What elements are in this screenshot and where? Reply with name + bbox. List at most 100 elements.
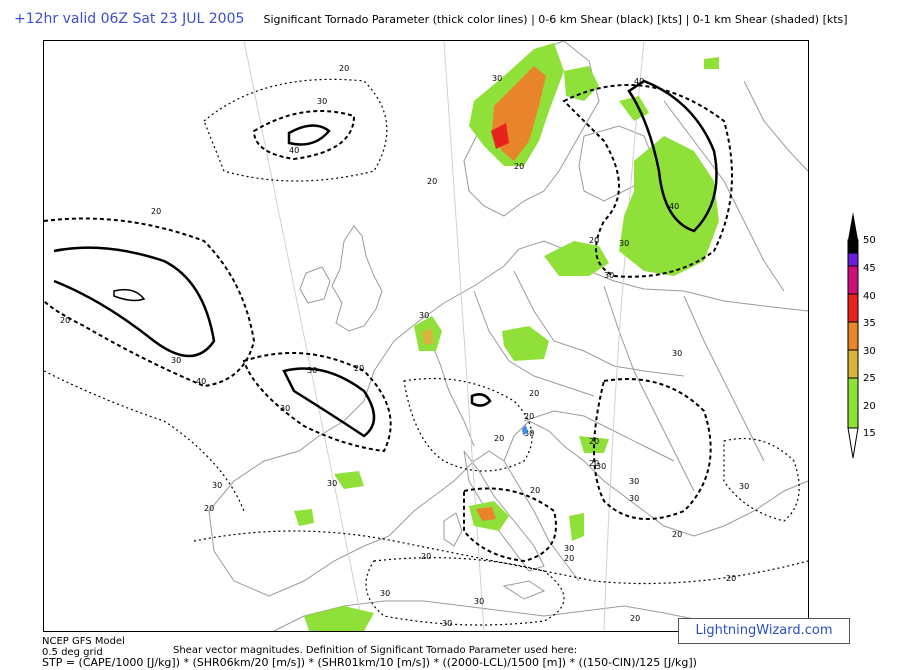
contour-label: 30 — [442, 619, 452, 628]
contour-east-30 — [723, 437, 800, 522]
legend-swatch-50 — [847, 239, 859, 254]
legend-label-20: 20 — [863, 401, 876, 412]
legend-swatch-20 — [847, 377, 859, 429]
contour-balkan-30 — [593, 378, 712, 520]
contour-label: 30 — [629, 477, 639, 486]
contour-biscay-40 — [282, 367, 376, 438]
contour-label: 20 — [726, 574, 736, 583]
contour-label: 20 — [589, 459, 599, 468]
contour-atlantic-30 — [44, 217, 256, 388]
contour-label: 20 — [564, 554, 574, 563]
legend-swatch-25 — [847, 349, 859, 379]
contour-label: 30 — [280, 404, 290, 413]
contour-label: 30 — [629, 494, 639, 503]
legend-bottom-cap — [847, 427, 859, 459]
shade-italy-core — [476, 507, 496, 521]
contour-label: 20 — [589, 236, 599, 245]
shade-greece — [569, 513, 584, 541]
contour-label: 40 — [289, 146, 299, 155]
shade-scandinavia-max — [491, 123, 509, 149]
contour-label: 20 — [354, 364, 364, 373]
legend-swatch-45 — [847, 252, 859, 267]
contour-label: 30 — [564, 544, 574, 553]
contour-south-20 — [193, 530, 808, 585]
contour-label: 30 — [380, 589, 390, 598]
legend-label-25: 25 — [863, 373, 876, 384]
contour-label: 30 — [524, 429, 534, 438]
contour-label: 30 — [596, 462, 606, 471]
contour-atlantic-inner — [113, 288, 146, 302]
contour-label: 30 — [492, 74, 502, 83]
contour-label: 40 — [634, 77, 644, 86]
contour-russia-30 — [562, 84, 733, 278]
contour-label: 20 — [672, 530, 682, 539]
contour-central-40 — [470, 393, 492, 407]
shade-iberia-2 — [334, 471, 364, 489]
contour-label: 20 — [630, 614, 640, 623]
map-canvas: 20 30 40 30 20 20 30 40 20 30 20 30 40 2… — [44, 41, 808, 631]
shade-baltic — [544, 241, 609, 276]
contour-label: 40 — [196, 377, 206, 386]
legend-label-30: 30 — [863, 346, 876, 357]
contour-label: 30 — [317, 97, 327, 106]
shade-far-ne — [704, 57, 719, 69]
contour-north-40 — [287, 124, 331, 146]
contour-label: 30 — [171, 356, 181, 365]
legend-top-cap — [848, 212, 858, 240]
footer-shear-note: Shear vector magnitudes. Definition of S… — [173, 645, 578, 656]
contour-label: 20 — [60, 316, 70, 325]
legend-label-15: 15 — [863, 428, 876, 439]
contour-label: 30 — [604, 271, 614, 280]
weather-map[interactable]: 20 30 40 30 20 20 30 40 20 30 20 30 40 2… — [43, 40, 809, 632]
footer-formula: STP = (CAPE/1000 [J/kg]) * (SHR06km/20 [… — [42, 656, 697, 669]
map-description: Significant Tornado Parameter (thick col… — [263, 13, 848, 26]
contour-label: 30 — [739, 482, 749, 491]
shear-shading — [294, 43, 719, 631]
legend-colorbar: 50 45 40 35 30 25 20 15 — [847, 212, 876, 459]
shade-north-russia — [564, 66, 599, 101]
contour-label: 30 — [672, 349, 682, 358]
legend-swatch-40 — [847, 265, 859, 295]
contour-central-30 — [403, 377, 533, 472]
legend-swatch-35 — [847, 293, 859, 323]
contour-label: 20 — [204, 504, 214, 513]
contour-label: 20 — [524, 412, 534, 421]
shade-balkans — [502, 326, 549, 361]
legend-label-45: 45 — [863, 263, 876, 274]
shade-africa — [304, 606, 374, 631]
shear-contours — [44, 78, 808, 626]
valid-time: +12hr valid 06Z Sat 23 JUL 2005 — [14, 11, 245, 27]
contour-label: 20 — [151, 207, 161, 216]
legend-label-35: 35 — [863, 318, 876, 329]
map-header: +12hr valid 06Z Sat 23 JUL 2005 Signific… — [14, 8, 848, 27]
contour-atlantic-40 — [53, 246, 216, 358]
contour-label: 20 — [339, 64, 349, 73]
contour-label-group: 20 30 40 30 20 20 30 40 20 30 20 30 40 2… — [60, 64, 749, 628]
legend-label-40: 40 — [863, 291, 876, 302]
contour-label: 20 — [514, 162, 524, 171]
stp-marker — [522, 425, 528, 435]
contour-label: 20 — [427, 177, 437, 186]
shade-alps-core — [422, 329, 434, 345]
contour-label: 20 — [529, 389, 539, 398]
contour-label: 20 — [589, 437, 599, 446]
contour-label: 40 — [669, 202, 679, 211]
contour-label: 30 — [327, 479, 337, 488]
contour-label: 20 — [494, 434, 504, 443]
shade-iberia — [294, 509, 314, 526]
contour-label: 30 — [419, 311, 429, 320]
contour-russia-40 — [627, 79, 718, 233]
contour-north-30 — [252, 110, 356, 161]
contour-italy-30 — [463, 487, 557, 563]
contour-label: 30 — [212, 481, 222, 490]
contour-label: 30 — [307, 366, 317, 375]
contour-label: 20 — [421, 552, 431, 561]
legend-swatch-30 — [847, 321, 859, 351]
contour-biscay-30 — [242, 352, 392, 453]
contour-label: 30 — [619, 239, 629, 248]
contour-west-20 — [44, 370, 245, 512]
footer-grid: 0.5 deg grid — [42, 647, 103, 658]
footer-model: NCEP GFS Model — [42, 636, 125, 647]
brand-badge[interactable]: LightningWizard.com — [678, 618, 850, 644]
contour-label: 20 — [530, 486, 540, 495]
